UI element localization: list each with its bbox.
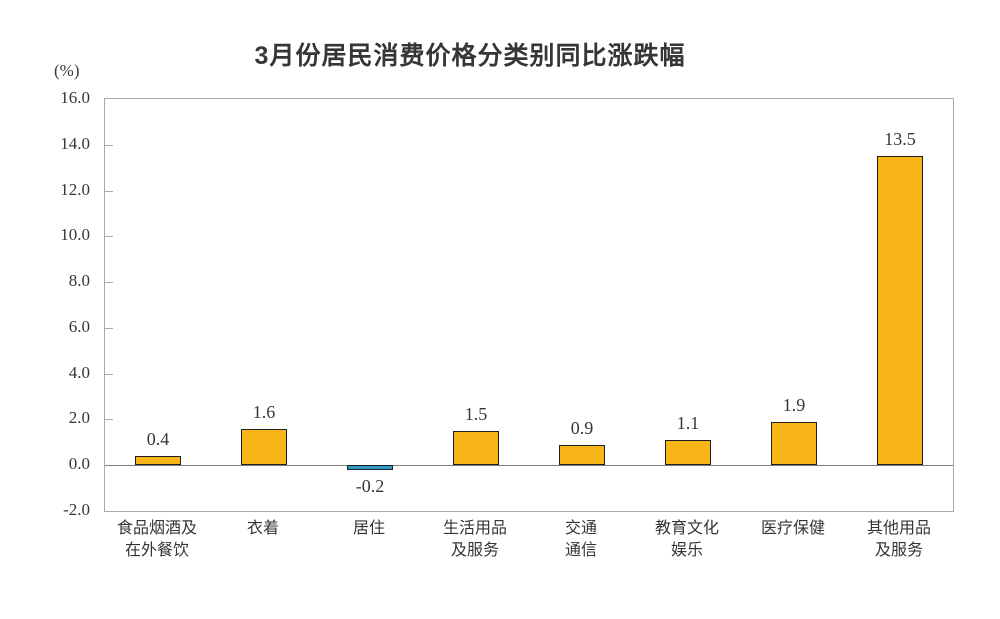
x-category-label-line: 娱乐 <box>670 542 703 559</box>
y-tick-label: 10.0 <box>60 225 90 245</box>
x-category-label-line: 及服务 <box>874 542 923 559</box>
bar-教育文化娱乐 <box>665 440 711 466</box>
x-category-label-line: 居住 <box>352 520 385 537</box>
y-tick-label: 8.0 <box>68 271 90 291</box>
x-category-label-line: 生活用品 <box>442 520 507 537</box>
bar-生活用品及服务 <box>453 430 499 466</box>
x-category-label-衣着: 衣着 <box>210 518 316 562</box>
y-axis-unit-label: (%) <box>54 61 80 80</box>
bar-居住 <box>347 465 393 470</box>
y-axis-tick-labels: 16.0 14.0 12.0 10.0 8.0 6.0 4.0 2.0 0.0 -2.0 <box>0 88 90 519</box>
chart-title: 3月份居民消费价格分类别同比涨跌幅 <box>254 42 686 70</box>
x-category-label-line: 教育文化 <box>654 520 719 537</box>
y-tick-mark <box>105 236 113 238</box>
x-category-label-line: 衣着 <box>246 520 279 537</box>
x-category-label-line: 交通 <box>564 520 597 537</box>
bar-value-label: 1.6 <box>252 401 276 422</box>
x-category-label-其他用品及服务: 其他用品 及服务 <box>846 518 952 562</box>
bar-value-label: 1.5 <box>464 403 488 424</box>
bar-value-label: 13.5 <box>884 129 916 150</box>
bar-其他用品及服务 <box>877 156 923 466</box>
y-tick-label: 12.0 <box>60 179 90 199</box>
x-category-label-line: 医疗保健 <box>760 520 825 537</box>
x-category-label-line: 及服务 <box>450 542 499 559</box>
x-category-label-生活用品及服务: 生活用品 及服务 <box>422 518 528 562</box>
plot-area: 0.4 1.6 -0.2 1.5 0.9 1.1 1.9 13.5 <box>104 98 954 512</box>
bar-医疗保健 <box>771 421 817 466</box>
bar-value-label: 0.9 <box>570 417 594 438</box>
x-category-label-line: 食品烟酒及 <box>116 520 197 537</box>
y-tick-mark <box>105 327 113 329</box>
y-tick-label: -2.0 <box>63 500 90 519</box>
x-category-label-居住: 居住 <box>316 518 422 562</box>
x-category-label-教育文化娱乐: 教育文化 娱乐 <box>634 518 740 562</box>
y-tick-mark <box>105 190 113 192</box>
y-tick-label: 2.0 <box>68 408 90 428</box>
x-category-label-line: 通信 <box>564 542 597 559</box>
x-category-label-line: 其他用品 <box>866 520 931 537</box>
bar-value-label: 1.9 <box>782 394 806 415</box>
bar-value-label: 1.1 <box>676 413 700 434</box>
bar-value-label: -0.2 <box>355 475 385 496</box>
y-tick-label: 0.0 <box>68 454 90 474</box>
y-tick-mark <box>105 419 113 421</box>
y-tick-mark <box>105 373 113 375</box>
bar-衣着 <box>241 428 287 466</box>
x-category-label-交通通信: 交通 通信 <box>528 518 634 562</box>
x-category-label-食品烟酒及在外餐饮: 食品烟酒及 在外餐饮 <box>104 518 210 562</box>
y-tick-label: 4.0 <box>68 362 90 382</box>
y-tick-label: 16.0 <box>60 88 90 107</box>
bar-value-label: 0.4 <box>146 429 170 450</box>
x-category-label-医疗保健: 医疗保健 <box>740 518 846 562</box>
bar-食品烟酒及在外餐饮 <box>135 456 181 466</box>
y-tick-mark <box>105 144 113 146</box>
y-tick-label: 6.0 <box>68 316 90 336</box>
x-category-label-line: 在外餐饮 <box>124 542 189 559</box>
bar-交通通信 <box>559 444 605 466</box>
y-tick-label: 14.0 <box>60 133 90 153</box>
x-axis-category-labels: 食品烟酒及 在外餐饮 衣着 居住 生活用品 及服务 交通 通信 教育文化 娱乐 医疗保健 其他用品 及服… <box>104 518 952 562</box>
zero-axis-line <box>105 465 953 467</box>
y-tick-mark <box>105 282 113 284</box>
